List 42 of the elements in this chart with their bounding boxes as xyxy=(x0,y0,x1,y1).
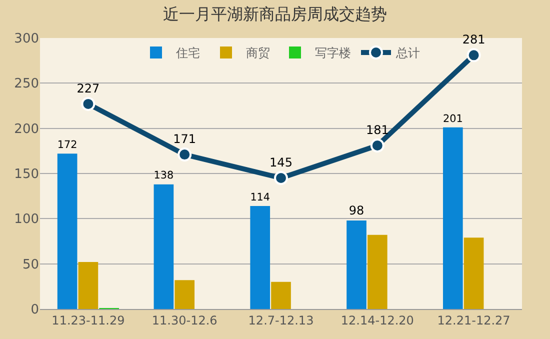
point xyxy=(81,96,96,111)
y-tick-label: 150 xyxy=(14,167,39,182)
point xyxy=(370,138,384,152)
point xyxy=(178,148,192,162)
x-tick-label: 12.14-12.20 xyxy=(340,313,414,328)
bar xyxy=(464,238,484,309)
bar xyxy=(174,280,195,309)
legend-label: 总计 xyxy=(395,46,420,60)
x-tick-label: 11.30-12.6 xyxy=(152,313,218,328)
bar xyxy=(250,206,270,309)
y-tick-label: 300 xyxy=(14,32,39,47)
y-tick-label: 50 xyxy=(22,257,39,272)
y-tick-label: 200 xyxy=(14,122,39,137)
x-tick-label: 12.21-12.27 xyxy=(437,313,510,328)
data-label: 227 xyxy=(76,81,100,96)
bar xyxy=(367,234,388,309)
bar xyxy=(442,127,463,309)
bar xyxy=(78,262,98,309)
chart-title: 近一月平湖新商品房周成交趋势 xyxy=(163,4,387,24)
data-label: 281 xyxy=(462,32,486,47)
data-label: 138 xyxy=(154,170,174,182)
bar xyxy=(346,220,366,309)
y-tick-label: 250 xyxy=(14,76,39,92)
data-label: 181 xyxy=(366,123,389,137)
point xyxy=(466,48,481,62)
legend-label: 商贸 xyxy=(246,46,270,60)
bar xyxy=(271,282,291,309)
y-tick-label: 100 xyxy=(14,212,39,228)
legend-label: 写字楼 xyxy=(315,46,351,60)
data-label: 201 xyxy=(443,112,463,125)
bar xyxy=(57,154,78,309)
data-label: 171 xyxy=(173,132,196,146)
x-tick-label: 11.23-11.29 xyxy=(52,313,125,328)
x-tick-label: 12.7-12.13 xyxy=(248,313,314,328)
y-tick-label: 0 xyxy=(30,302,39,318)
data-label: 98 xyxy=(348,203,364,218)
point xyxy=(274,171,288,186)
data-label: 172 xyxy=(57,139,78,152)
data-label: 114 xyxy=(250,191,270,204)
bar xyxy=(154,184,174,309)
legend-label: 住宅 xyxy=(175,46,200,60)
data-label: 145 xyxy=(270,156,292,170)
